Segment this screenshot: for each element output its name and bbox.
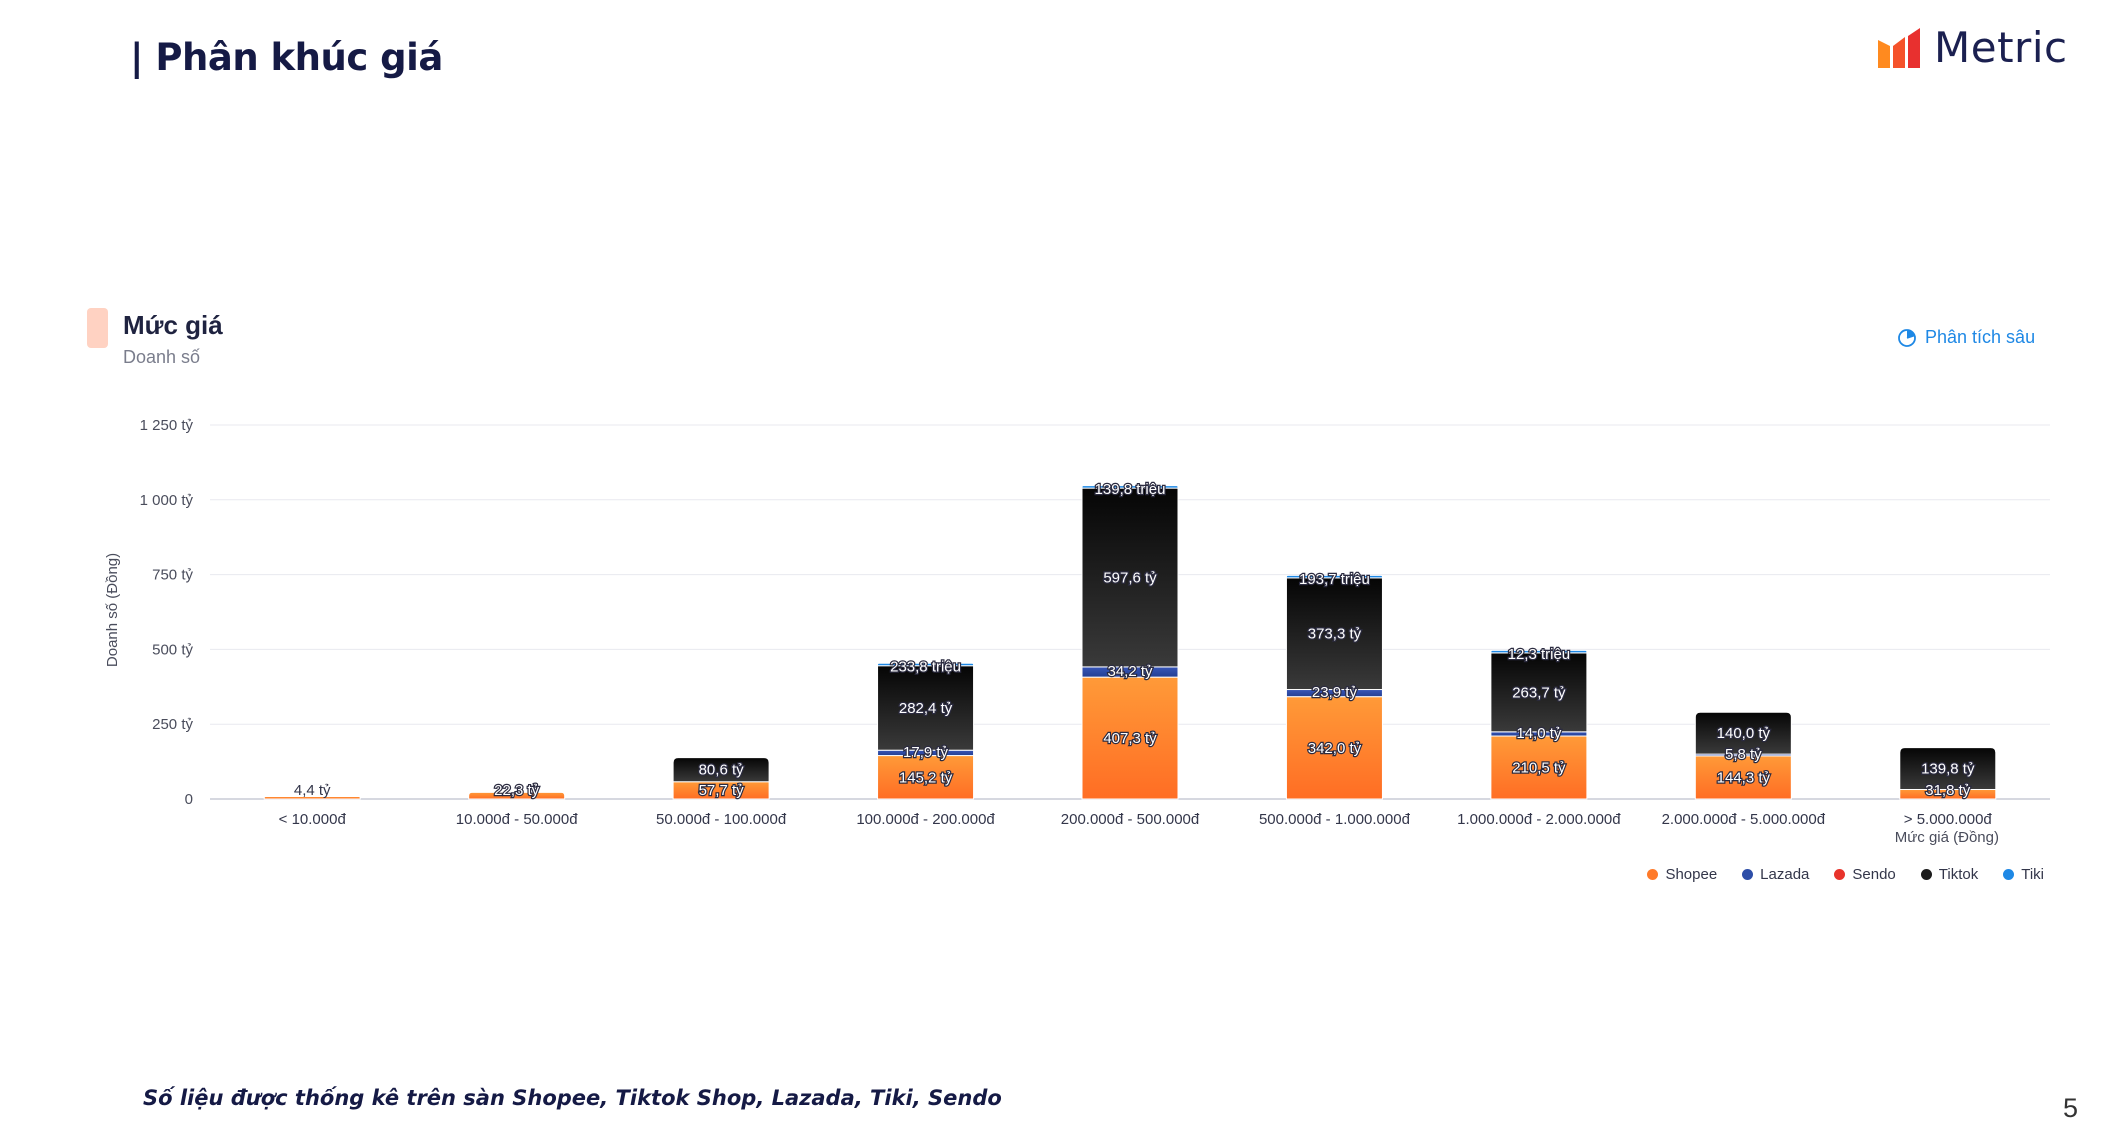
deep-analysis-link[interactable]: Phân tích sâu [1897, 327, 2035, 348]
x-axis-title: Mức giá (Đồng) [1895, 829, 1999, 846]
chart-card-subtitle: Doanh số [123, 347, 201, 367]
chart-legend: Shopee Lazada Sendo Tiktok Tiki [1622, 866, 2044, 883]
x-tick-label: 10.000đ - 50.000đ [456, 811, 578, 828]
bar-segment-shopee[interactable] [877, 755, 975, 800]
metric-logo: Metric [1876, 22, 2068, 72]
legend-item-sendo[interactable]: Sendo [1834, 866, 1896, 883]
slide-title: | Phân khúc giá [130, 36, 443, 79]
y-tick-label: 1 000 tỷ [140, 492, 194, 509]
x-tick-label: 2.000.000đ - 5.000.000đ [1662, 811, 1826, 828]
data-label-shopee: 31,8 tỷ [1925, 782, 1971, 799]
logo-text: Metric [1934, 22, 2068, 72]
data-label-tiktok: 80,6 tỷ [699, 762, 745, 779]
data-label-tiktok: 373,3 tỷ [1308, 626, 1362, 643]
legend-dot [1647, 869, 1659, 880]
x-tick-label: > 5.000.000đ [1904, 811, 1993, 828]
data-label-tiki: 193,7 triệu [1299, 571, 1370, 588]
y-tick-label: 500 tỷ [152, 641, 193, 658]
data-label-lazada: 17,9 tỷ [903, 744, 949, 761]
y-tick-label: 0 [185, 791, 193, 808]
bar-segment-tiktok[interactable] [1490, 652, 1588, 733]
legend-dot [2003, 869, 2015, 880]
chart-card-title: Mức giá [123, 310, 223, 340]
y-tick-label: 250 tỷ [152, 716, 193, 733]
bar-segment-tiki[interactable] [1081, 485, 1179, 489]
data-label-lazada: 14,0 tỷ [1516, 725, 1562, 742]
bar-segment-shopee[interactable] [1490, 735, 1588, 800]
bar-segment-tiktok[interactable] [877, 665, 975, 751]
bar-segment-tiki[interactable] [1490, 649, 1588, 654]
card-accent-bar [87, 308, 108, 348]
y-tick-label: 1 250 tỷ [140, 417, 194, 434]
bar-segment-tiktok[interactable] [1081, 487, 1179, 668]
legend-label: Tiktok [1938, 866, 1979, 883]
x-tick-label: 500.000đ - 1.000.000đ [1259, 811, 1411, 828]
data-label-shopee: 57,7 tỷ [699, 782, 745, 799]
bar-segment-tiktok[interactable] [1899, 747, 1997, 790]
bar-segment-shopee[interactable] [263, 796, 361, 800]
bar-segment-tiki[interactable] [1285, 574, 1383, 579]
bar-segment-tiktok[interactable] [672, 757, 770, 783]
legend-item-tiktok[interactable]: Tiktok [1920, 866, 1979, 883]
x-tick-label: 50.000đ - 100.000đ [656, 811, 787, 828]
data-label-lazada: 34,2 tỷ [1107, 663, 1153, 680]
data-label-tiktok: 282,4 tỷ [899, 700, 953, 717]
data-label-shopee: 22,3 tỷ [494, 782, 540, 799]
pie-chart-icon [1898, 328, 1916, 347]
data-label-tiktok: 597,6 tỷ [1103, 570, 1157, 587]
data-label-shopee: 342,0 tỷ [1308, 740, 1362, 757]
x-tick-label: 200.000đ - 500.000đ [1061, 811, 1200, 828]
legend-item-shopee[interactable]: Shopee [1647, 866, 1717, 883]
bar-chart-logo-icon [1878, 28, 1920, 68]
data-label-shopee: 210,5 tỷ [1512, 760, 1566, 777]
data-label-lazada: 23,9 tỷ [1312, 684, 1358, 701]
bar-segment-shopee[interactable] [1081, 676, 1179, 800]
data-label-tiktok: 139,8 tỷ [1921, 761, 1975, 778]
legend-dot [1834, 869, 1846, 880]
data-source-footnote: Số liệu được thống kê trên sàn Shopee, T… [143, 1086, 1002, 1110]
data-label-tiki: 139,8 triệu [1095, 481, 1166, 498]
data-label-tiktok: 140,0 tỷ [1717, 725, 1771, 742]
data-label-tiki: 233,8 triệu [890, 659, 961, 676]
data-label-lazada: 5,8 tỷ [1725, 746, 1762, 763]
bar-segment-shopee[interactable] [468, 791, 566, 800]
data-label-shopee: 145,2 tỷ [899, 769, 953, 786]
legend-item-lazada[interactable]: Lazada [1742, 866, 1809, 883]
bar-segment-tiktok[interactable] [1694, 711, 1792, 755]
legend-dot [1742, 869, 1754, 880]
y-axis-title: Doanh số (Đồng) [104, 553, 121, 667]
data-label-shopee: 4,4 tỷ [294, 782, 331, 799]
legend-label: Lazada [1760, 866, 1810, 883]
legend-label: Shopee [1665, 866, 1718, 883]
x-tick-label: 100.000đ - 200.000đ [856, 811, 995, 828]
legend-label: Sendo [1852, 866, 1896, 883]
data-label-tiki: 12,3 triệu [1508, 646, 1571, 663]
y-tick-label: 750 tỷ [152, 567, 193, 584]
legend-dot [1920, 869, 1932, 880]
page-number: 5 [2063, 1093, 2079, 1123]
data-label-shopee: 144,3 tỷ [1717, 769, 1771, 786]
bar-segment-tiki[interactable] [877, 662, 975, 667]
legend-label: Tiki [2021, 866, 2044, 883]
data-label-tiktok: 263,7 tỷ [1512, 684, 1566, 701]
bar-segment-tiktok[interactable] [1285, 577, 1383, 691]
x-tick-label: 1.000.000đ - 2.000.000đ [1457, 811, 1621, 828]
bar-segment-shopee[interactable] [1694, 755, 1792, 800]
x-tick-label: < 10.000đ [279, 811, 347, 828]
deep-analysis-label: Phân tích sâu [1925, 327, 2036, 347]
legend-item-tiki[interactable]: Tiki [2003, 866, 2044, 883]
data-label-shopee: 407,3 tỷ [1103, 730, 1157, 747]
